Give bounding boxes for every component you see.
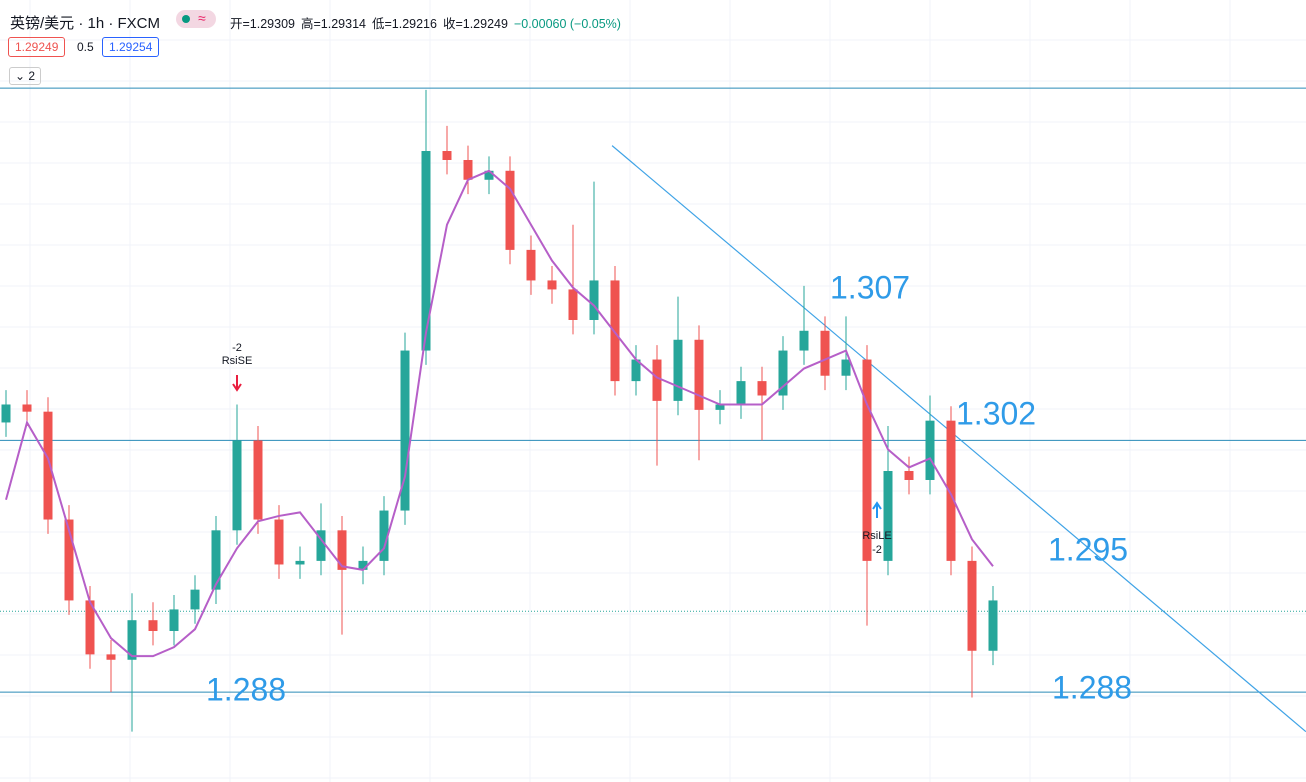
sell-price[interactable]: 1.29249: [8, 37, 66, 57]
level-annotation: 1.288: [1052, 669, 1132, 705]
indicators-toggle[interactable]: ⌄ 2: [9, 67, 42, 85]
level-annotation: 1.302: [956, 395, 1036, 431]
candle-body: [820, 330, 830, 376]
candle-body: [589, 280, 599, 320]
moving-average: [5, 169, 994, 658]
candle-body: [127, 620, 137, 660]
level-annotation: 1.288: [206, 671, 286, 707]
candle-body: [778, 350, 788, 396]
candle-body: [547, 280, 557, 290]
candle-body: [22, 404, 32, 412]
candle-body: [337, 530, 347, 570]
ohlc-item: 收=1.29249: [442, 17, 508, 31]
candle-body: [568, 289, 578, 320]
candle-body: [631, 359, 641, 382]
candle-body: [484, 170, 494, 180]
signal-qty: -2: [872, 544, 882, 556]
candle-body: [358, 560, 368, 570]
candle-body: [673, 339, 683, 401]
candle-body: [694, 339, 704, 410]
trend-line: [611, 145, 1306, 733]
candle-body: [169, 609, 179, 631]
signal-arrow: [872, 501, 882, 518]
ohlc-item: 开=1.29309: [230, 17, 295, 31]
candle-body: [841, 359, 851, 376]
signal-label: RsiSE: [222, 355, 253, 367]
symbol: 英镑/美元 · 1h · FXCM: [10, 15, 161, 32]
candle-body: [442, 151, 452, 160]
candle-body: [652, 359, 662, 401]
status-badge[interactable]: ≈: [176, 10, 216, 28]
candle-body: [316, 530, 326, 561]
candle-body: [904, 470, 914, 480]
candle-body: [463, 159, 473, 180]
level-annotation: 1.307: [830, 269, 910, 305]
candle-body: [925, 420, 935, 480]
candle-body: [988, 600, 998, 651]
signal-arrow: [232, 375, 242, 392]
candle-body: [505, 170, 515, 250]
candle-body: [1, 404, 11, 423]
ohlc-item: 低=1.29216: [371, 17, 437, 31]
candle-body: [211, 530, 221, 590]
candle-body: [610, 280, 620, 382]
candle-body: [421, 151, 431, 351]
ohlc-item: −0.00060 (−0.05%): [513, 17, 621, 31]
candle-body: [526, 249, 536, 281]
signal-qty: -2: [232, 342, 242, 354]
candle-body: [883, 470, 893, 561]
candle-body: [253, 440, 263, 520]
candle-body: [757, 381, 767, 396]
candle-body: [148, 620, 158, 631]
ohlc-legend: 开=1.29309 高=1.29314 低=1.29216 收=1.29249 −0.0…: [230, 13, 627, 32]
signal-label: RsiLE: [862, 530, 891, 542]
candle-body: [715, 404, 725, 410]
spread: 0.5: [77, 40, 94, 54]
candle-body: [190, 589, 200, 610]
candle-body: [946, 420, 956, 561]
candle-body: [106, 654, 116, 660]
candle-body: [799, 330, 809, 351]
indicator-count: 2: [28, 69, 36, 83]
candle-body: [967, 560, 977, 651]
candle-body: [736, 381, 746, 405]
candle-body: [64, 519, 74, 601]
candle-body: [85, 600, 95, 655]
candle-body: [232, 440, 242, 531]
candle-body: [43, 411, 53, 520]
level-annotation: 1.295: [1048, 531, 1128, 567]
candle-body: [274, 519, 284, 565]
buy-price[interactable]: 1.29254: [102, 37, 160, 57]
candle-body: [862, 359, 872, 561]
candle-body: [400, 350, 410, 511]
candle-body: [379, 510, 389, 561]
candle-body: [295, 560, 305, 565]
ohlc-item: 高=1.29314: [300, 17, 366, 31]
